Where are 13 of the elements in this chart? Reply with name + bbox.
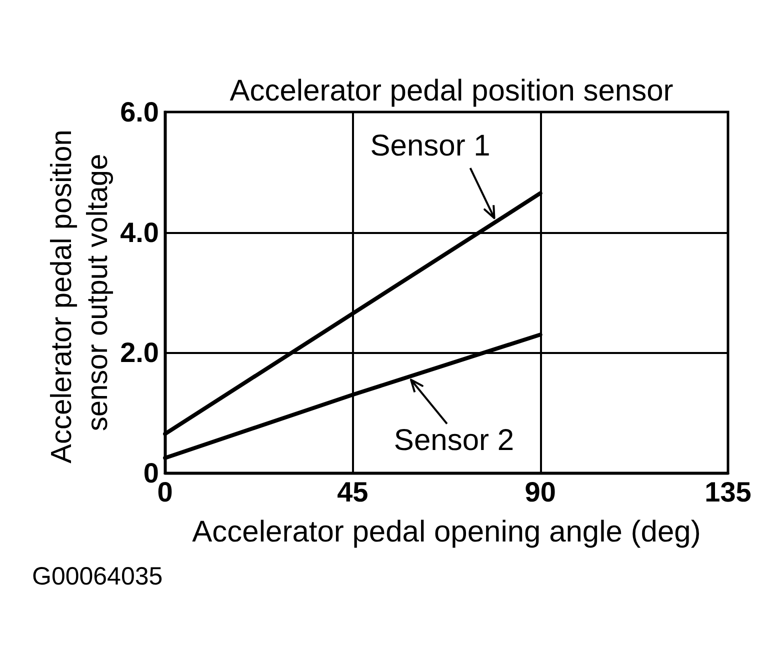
y-tick-label: 0 (143, 458, 159, 488)
y-axis-title: Accelerator pedal position sensor output voltage (46, 122, 114, 464)
y-tick-label: 2.0 (120, 337, 159, 368)
x-tick-label: 90 (524, 476, 556, 508)
x-tick-label: 45 (337, 476, 368, 508)
text: G00064035 (32, 562, 163, 590)
series-label: Sensor 1 (370, 130, 490, 163)
chart-title: Accelerator pedal position sensor (230, 74, 674, 108)
y-tick-label: 4.0 (120, 216, 159, 248)
x-axis-title: Accelerator pedal opening angle (deg) (192, 516, 701, 548)
x-tick-label: 135 (704, 476, 752, 508)
y-tick-label: 6.0 (120, 96, 159, 128)
legend-label: Sensor 2 (394, 424, 514, 458)
